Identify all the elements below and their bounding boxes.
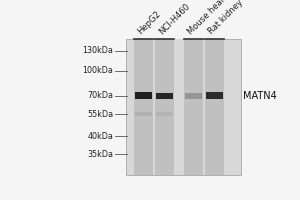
Text: Rat kidney: Rat kidney (207, 0, 245, 36)
Text: 100kDa: 100kDa (82, 66, 113, 75)
Bar (155, 39, 173, 175)
Bar (156, 112, 172, 116)
Bar (156, 93, 173, 99)
Bar (126, 39, 241, 175)
Text: Mouse heart: Mouse heart (186, 0, 229, 36)
Text: NCI-H460: NCI-H460 (157, 2, 191, 36)
Bar (206, 92, 223, 99)
Text: 55kDa: 55kDa (87, 110, 113, 119)
Text: 130kDa: 130kDa (82, 46, 113, 55)
Bar (205, 39, 224, 175)
Bar (184, 39, 203, 175)
Bar (135, 92, 152, 99)
Bar (173, 39, 184, 175)
Bar (185, 93, 202, 99)
Text: 40kDa: 40kDa (87, 132, 113, 141)
Text: 35kDa: 35kDa (87, 150, 113, 159)
Bar (135, 112, 152, 116)
Text: 70kDa: 70kDa (87, 91, 113, 100)
Text: HepG2: HepG2 (136, 10, 163, 36)
Bar (134, 39, 153, 175)
Text: MATN4: MATN4 (243, 91, 277, 101)
